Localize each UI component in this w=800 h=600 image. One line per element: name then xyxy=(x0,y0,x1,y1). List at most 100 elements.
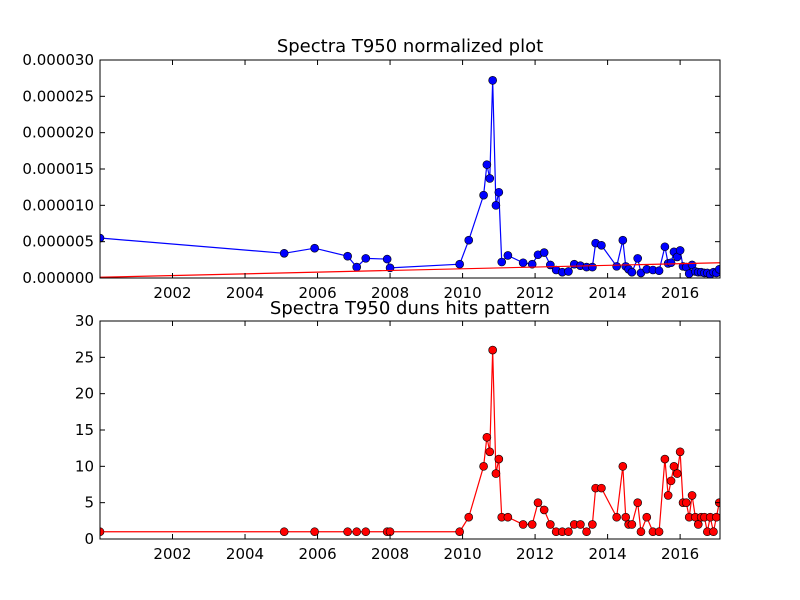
y-tick-label: 15 xyxy=(75,421,94,439)
data-point xyxy=(482,432,492,442)
y-tick-label: 0.000030 xyxy=(22,51,94,69)
data-point xyxy=(666,258,676,268)
data-point xyxy=(612,262,621,271)
trend-line xyxy=(100,262,720,278)
data-point xyxy=(497,257,507,267)
x-tick-label: 2016 xyxy=(661,284,699,302)
data-point xyxy=(310,527,319,537)
data-point xyxy=(361,527,371,537)
y-tick-label: 0 xyxy=(84,530,94,548)
data-point xyxy=(633,498,643,507)
data-point xyxy=(588,520,597,529)
x-tick-label: 2006 xyxy=(298,545,336,563)
data-point xyxy=(527,520,537,529)
data-point xyxy=(494,187,504,197)
data-point xyxy=(100,233,105,243)
axis-ticks: 2002 2004 2006 2008 2010 2012 2014 2016 0.000000… xyxy=(22,51,720,302)
data-point xyxy=(597,483,606,493)
data-point xyxy=(479,190,488,200)
y-tick-label: 0.000000 xyxy=(22,269,94,287)
data-point xyxy=(494,454,504,464)
data-point xyxy=(488,345,497,355)
y-tick-label: 0.000010 xyxy=(22,196,94,214)
data-point xyxy=(636,527,646,537)
y-tick-label: 20 xyxy=(75,385,94,403)
data-point xyxy=(642,512,652,522)
data-point xyxy=(546,520,555,529)
axes-frame xyxy=(99,320,721,540)
data-point xyxy=(455,259,464,269)
data-point xyxy=(693,520,703,529)
data-point xyxy=(597,241,606,250)
data-point xyxy=(669,462,679,471)
data-point xyxy=(491,469,501,478)
data-point xyxy=(100,527,105,537)
data-point xyxy=(539,248,549,257)
data-point xyxy=(660,242,670,252)
data-point xyxy=(539,505,549,515)
data-point xyxy=(681,498,691,507)
x-tick-label: 2008 xyxy=(371,545,409,563)
plot-area xyxy=(100,345,720,537)
data-point xyxy=(663,491,673,500)
series-line xyxy=(100,80,720,276)
data-point xyxy=(633,254,643,263)
data-point xyxy=(352,262,362,272)
x-tick-label: 2016 xyxy=(661,545,699,563)
data-point xyxy=(343,251,352,261)
data-point xyxy=(582,527,591,537)
y-tick-label: 25 xyxy=(75,348,94,366)
data-point xyxy=(352,527,362,537)
data-point xyxy=(654,266,664,276)
data-point xyxy=(612,512,621,522)
data-point xyxy=(485,174,495,183)
data-point xyxy=(279,527,289,537)
plot-area xyxy=(100,76,720,278)
data-point xyxy=(672,469,682,478)
series-line xyxy=(100,350,720,533)
data-point xyxy=(627,520,637,529)
data-point xyxy=(621,512,631,522)
data-point xyxy=(485,447,495,457)
chart-title: Spectra T950 duns hits pattern xyxy=(270,298,550,319)
data-point xyxy=(479,462,488,471)
x-tick-label: 2006 xyxy=(298,284,336,302)
duns-hits-plot-panel: Spectra T950 duns hits pattern 2002 2004 2… xyxy=(75,298,721,563)
data-point xyxy=(666,476,676,486)
y-tick-label: 30 xyxy=(75,312,94,330)
x-tick-label: 2008 xyxy=(371,284,409,302)
data-point xyxy=(687,491,697,500)
data-point xyxy=(712,512,720,522)
y-tick-label: 5 xyxy=(84,494,94,512)
data-point xyxy=(310,243,319,253)
data-point xyxy=(675,246,685,255)
data-point xyxy=(714,264,720,274)
data-point xyxy=(518,258,528,268)
data-point xyxy=(361,254,371,263)
data-point xyxy=(503,251,513,260)
data-point xyxy=(464,512,474,522)
y-tick-label: 0.000005 xyxy=(22,233,94,251)
y-tick-label: 0.000015 xyxy=(22,160,94,178)
data-point xyxy=(627,267,637,277)
x-tick-label: 2002 xyxy=(153,284,191,302)
data-point xyxy=(654,527,664,537)
x-tick-label: 2004 xyxy=(226,284,264,302)
y-tick-label: 10 xyxy=(75,457,94,475)
x-tick-label: 2014 xyxy=(589,284,627,302)
x-tick-label: 2014 xyxy=(589,545,627,563)
data-point xyxy=(618,235,628,245)
y-tick-label: 0.000025 xyxy=(22,87,94,105)
data-point xyxy=(564,267,573,276)
x-tick-label: 2012 xyxy=(516,284,554,302)
data-point xyxy=(533,498,543,507)
data-point xyxy=(564,527,573,537)
data-point xyxy=(491,201,501,210)
x-tick-label: 2010 xyxy=(443,545,481,563)
normalized-plot-panel: Spectra T950 normalized plot 2002 2004 200… xyxy=(22,36,721,302)
data-point xyxy=(527,259,537,269)
x-tick-label: 2004 xyxy=(226,545,264,563)
axis-ticks: 2002 2004 2006 2008 2010 2012 2014 2016 0 5 10 15 20… xyxy=(75,312,720,563)
data-point xyxy=(279,248,289,258)
